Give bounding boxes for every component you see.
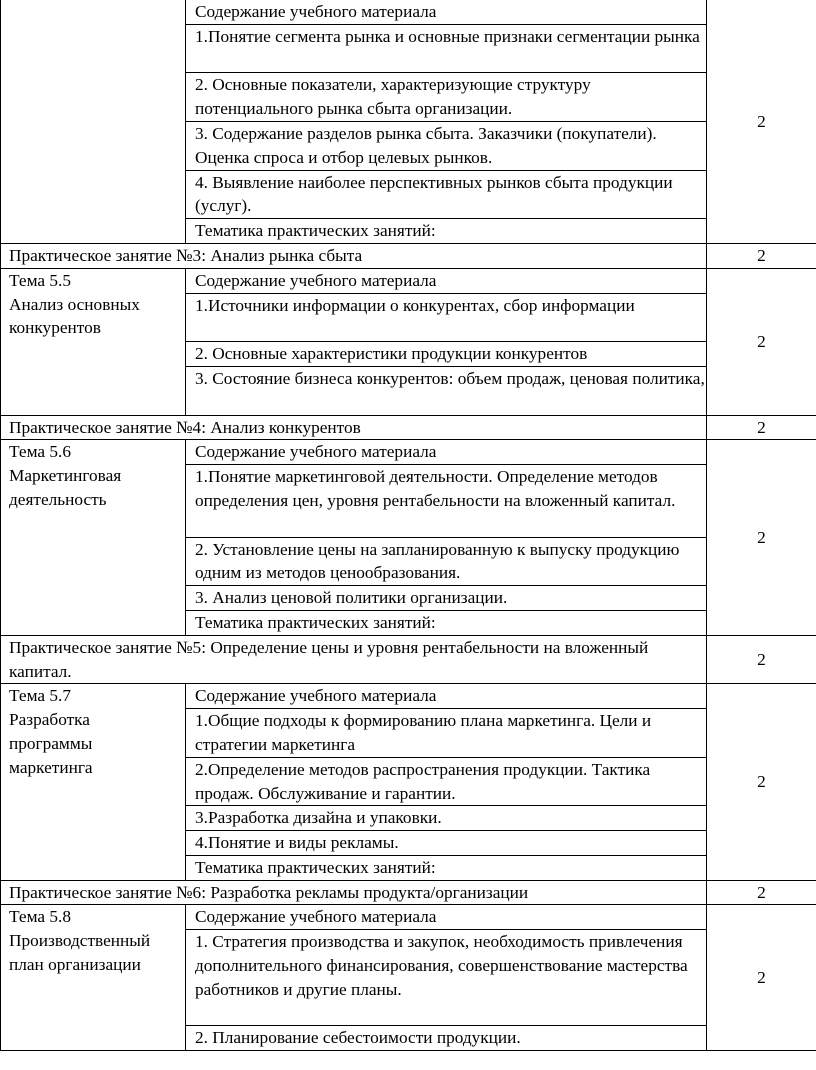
content-item: 1.Общие подходы к формированию плана мар… <box>185 708 707 758</box>
topic-title: Разработка программы маркетинга <box>9 710 93 777</box>
topic-cell: Тема 5.8 Производственный план организац… <box>0 904 186 1052</box>
topic-cell <box>0 0 186 244</box>
content-item: 2. Основные показатели, характеризующие … <box>185 72 707 122</box>
content-heading: Содержание учебного материала <box>185 683 707 710</box>
hours-cell: 2 <box>706 904 816 1052</box>
practical-hours: 2 <box>706 242 816 269</box>
content-item: 3. Содержание разделов рынка сбыта. Зака… <box>185 120 707 171</box>
hours-cell: 2 <box>706 267 816 416</box>
content-item: 2.Определение методов распространения пр… <box>185 756 707 807</box>
practical-hours: 2 <box>706 634 816 685</box>
topic-number: Тема 5.7 <box>9 686 71 706</box>
practical-lesson: Практическое занятие №4: Анализ конкурен… <box>0 414 707 441</box>
practical-lesson: Практическое занятие №6: Разработка рекл… <box>0 879 707 906</box>
content-heading: Содержание учебного материала <box>185 904 707 931</box>
practical-lesson: Практическое занятие №5: Определение цен… <box>0 634 707 685</box>
content-item: 3. Анализ ценовой политики организации. <box>185 585 707 611</box>
content-item: 2. Установление цены на запланированную … <box>185 536 707 587</box>
topic-cell: Тема 5.6 Маркетинговая деятельность <box>0 439 186 636</box>
practical-lesson: Практическое занятие №3: Анализ рынка сб… <box>0 242 707 269</box>
content-item: 3.Разработка дизайна и упаковки. <box>185 805 707 832</box>
content-item: 4. Выявление наиболее перспективных рынк… <box>185 169 707 220</box>
topic-number: Тема 5.6 <box>9 442 71 462</box>
content-item: 1.Источники информации о конкурентах, сб… <box>185 292 707 343</box>
content-heading: Содержание учебного материала <box>185 0 707 25</box>
practical-hours: 2 <box>706 879 816 906</box>
topic-cell: Тема 5.5 Анализ основных конкурентов <box>0 267 186 416</box>
hours-cell: 2 <box>706 0 816 244</box>
content-item: 1.Понятие сегмента рынка и основные приз… <box>185 23 707 74</box>
hours-cell: 2 <box>706 683 816 881</box>
topic-number: Тема 5.8 <box>9 907 71 927</box>
content-item: 2. Планирование себестоимости продукции. <box>185 1025 707 1052</box>
content-heading: Содержание учебного материала <box>185 267 707 294</box>
topic-cell: Тема 5.7 Разработка программы маркетинга <box>0 683 186 881</box>
content-heading: Содержание учебного материала <box>185 439 707 466</box>
topic-number: Тема 5.5 <box>9 270 71 290</box>
content-item: 3. Состояние бизнеса конкурентов: объем … <box>185 365 707 416</box>
topic-title: Анализ основных конкурентов <box>9 294 140 338</box>
content-item: 1.Понятие маркетинговой деятельности. Оп… <box>185 464 707 538</box>
practice-heading: Тематика практических занятий: <box>185 218 707 244</box>
practical-hours: 2 <box>706 414 816 441</box>
content-item: 2. Основные характеристики продукции кон… <box>185 341 707 367</box>
hours-cell: 2 <box>706 439 816 636</box>
practice-heading: Тематика практических занятий: <box>185 854 707 881</box>
content-item: 1. Стратегия производства и закупок, нео… <box>185 929 707 1027</box>
topic-title: Маркетинговая деятельность <box>9 466 122 509</box>
content-item: 4.Понятие и виды рекламы. <box>185 830 707 856</box>
practice-heading: Тематика практических занятий: <box>185 609 707 636</box>
topic-title: Производственный план организации <box>9 931 151 975</box>
